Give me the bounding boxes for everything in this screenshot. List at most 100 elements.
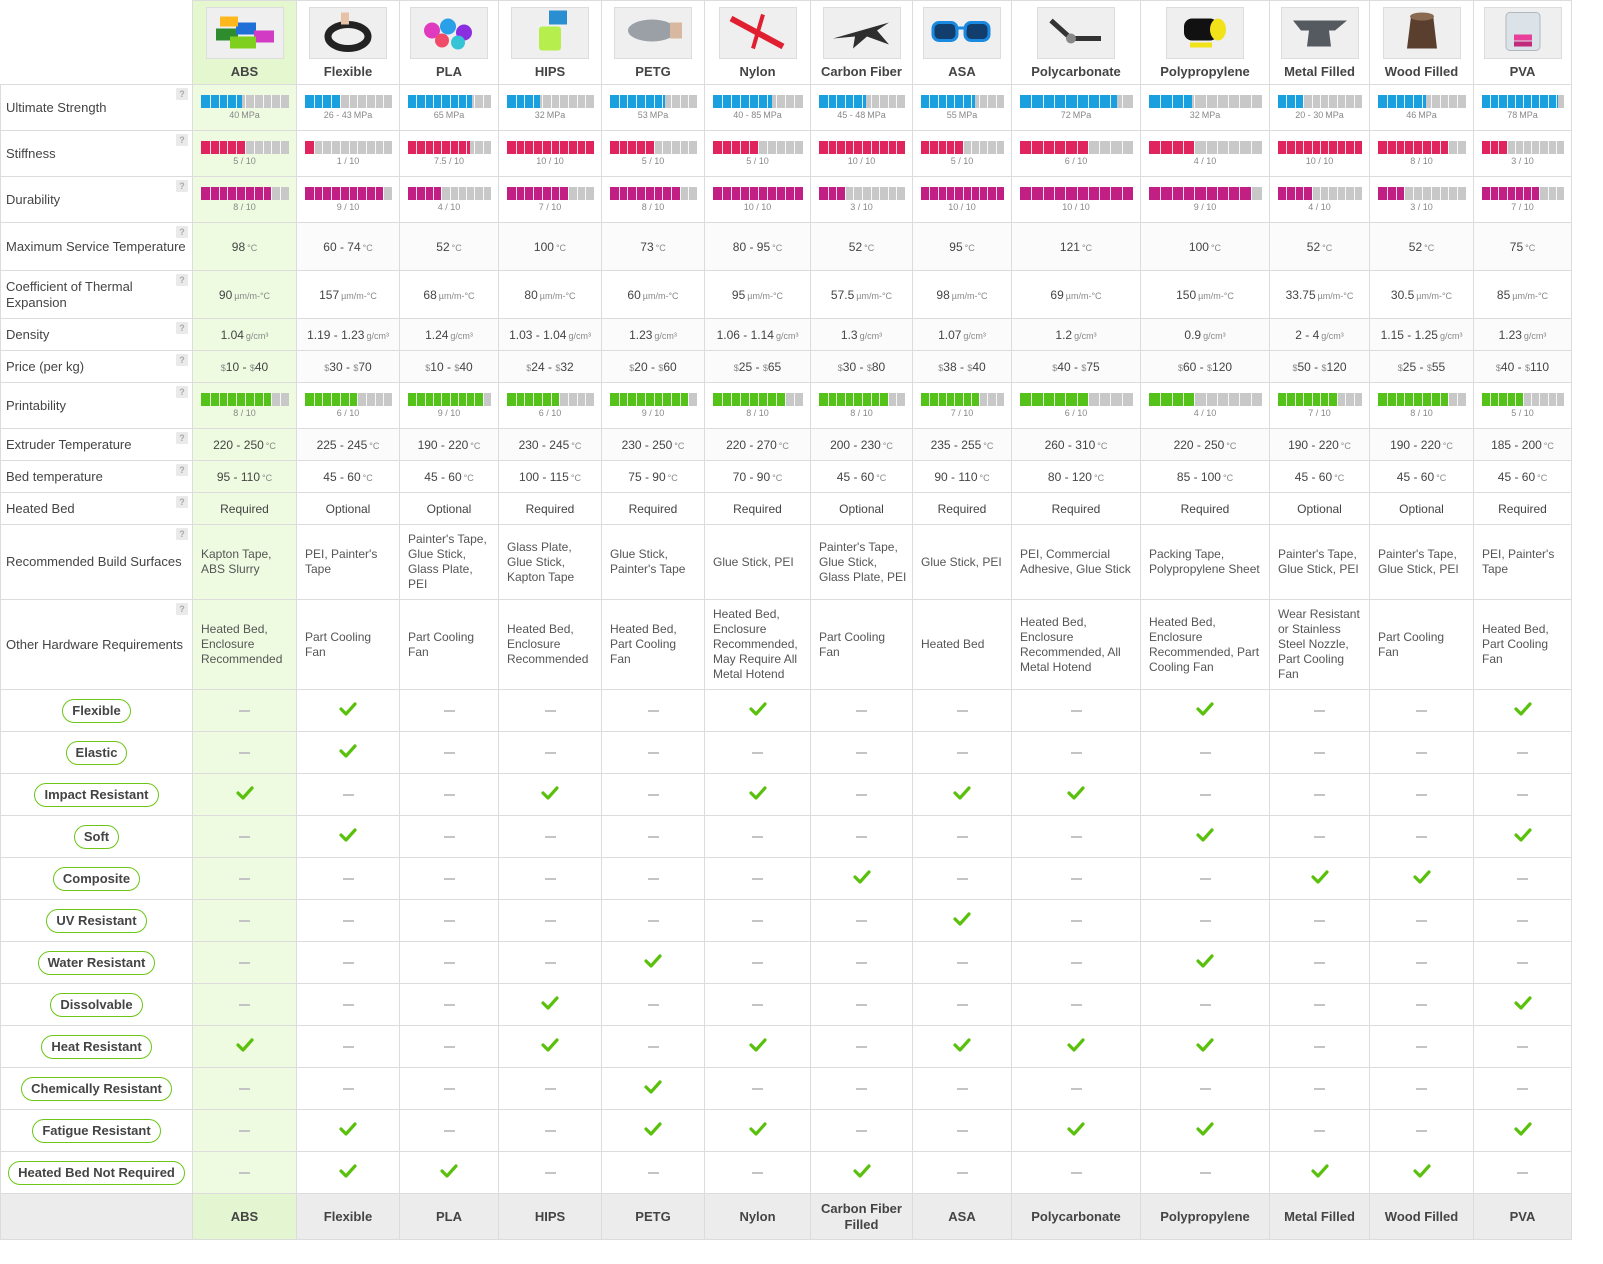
row-label-recommended-build-surfaces: Recommended Build Surfaces?: [0, 524, 193, 600]
help-icon[interactable]: ?: [176, 528, 188, 540]
help-icon[interactable]: ?: [176, 88, 188, 100]
material-header-polycarbonate[interactable]: Polycarbonate: [1011, 0, 1141, 85]
material-name[interactable]: PLA: [436, 64, 462, 79]
text-cell: PEI, Painter's Tape: [1473, 524, 1572, 600]
material-header-pla[interactable]: PLA: [399, 0, 499, 85]
feature-cell: [1369, 1151, 1474, 1194]
anvil-icon[interactable]: [1280, 7, 1359, 59]
footer-material-metal-filled[interactable]: Metal Filled: [1269, 1193, 1370, 1240]
feature-filter-uv-resistant[interactable]: UV Resistant: [46, 908, 147, 933]
material-name[interactable]: Metal Filled: [1284, 64, 1355, 79]
footer-material-name[interactable]: Wood Filled: [1384, 1208, 1459, 1224]
help-icon[interactable]: ?: [176, 322, 188, 334]
footer-material-name[interactable]: Polycarbonate: [1031, 1208, 1121, 1224]
footer-material-name[interactable]: PETG: [635, 1208, 671, 1224]
material-header-carbon-fiber-filled[interactable]: Carbon Fiber Filled: [810, 0, 913, 85]
feature-filter-dissolvable[interactable]: Dissolvable: [50, 992, 143, 1017]
feature-filter-fatigue-resistant[interactable]: Fatigue Resistant: [32, 1118, 161, 1143]
feature-filter-heat-resistant[interactable]: Heat Resistant: [41, 1034, 152, 1059]
help-icon[interactable]: ?: [176, 180, 188, 192]
material-header-polypropylene[interactable]: Polypropylene: [1140, 0, 1270, 85]
pp-container-icon[interactable]: [1166, 7, 1244, 59]
help-icon[interactable]: ?: [176, 603, 188, 615]
material-name[interactable]: Wood Filled: [1384, 64, 1459, 79]
footer-material-hips[interactable]: HIPS: [498, 1193, 602, 1240]
material-name[interactable]: ABS: [230, 64, 259, 79]
footer-material-pla[interactable]: PLA: [399, 1193, 499, 1240]
footer-material-name[interactable]: Polypropylene: [1160, 1208, 1250, 1224]
jet-plane-icon[interactable]: [822, 7, 901, 59]
checkmark-icon: [1310, 1164, 1329, 1178]
feature-filter-water-resistant[interactable]: Water Resistant: [37, 950, 156, 975]
footer-material-wood-filled[interactable]: Wood Filled: [1369, 1193, 1474, 1240]
material-name[interactable]: Polycarbonate: [1031, 64, 1121, 79]
footer-material-petg[interactable]: PETG: [601, 1193, 705, 1240]
material-name[interactable]: HIPS: [534, 64, 566, 79]
dash-icon: [239, 1172, 250, 1175]
tree-stump-icon[interactable]: [1382, 7, 1461, 59]
material-header-hips[interactable]: HIPS: [498, 0, 602, 85]
flexible-ring-icon[interactable]: [309, 7, 387, 59]
footer-material-asa[interactable]: ASA: [912, 1193, 1012, 1240]
sunglasses-icon[interactable]: [923, 7, 1001, 59]
bar-divider: [253, 393, 255, 406]
bar-divider: [541, 95, 543, 108]
help-icon[interactable]: ?: [176, 274, 188, 286]
material-name[interactable]: Nylon: [739, 64, 776, 79]
footer-material-flexible[interactable]: Flexible: [296, 1193, 400, 1240]
material-name[interactable]: ASA: [948, 64, 976, 79]
material-header-flexible[interactable]: Flexible: [296, 0, 400, 85]
petg-bottle-icon[interactable]: [614, 7, 692, 59]
material-name[interactable]: Flexible: [323, 64, 373, 79]
help-icon[interactable]: ?: [176, 354, 188, 366]
footer-material-name[interactable]: ABS: [230, 1208, 259, 1224]
material-header-metal-filled[interactable]: Metal Filled: [1269, 0, 1370, 85]
material-header-nylon[interactable]: Nylon: [704, 0, 811, 85]
material-name[interactable]: PETG: [635, 64, 671, 79]
footer-material-nylon[interactable]: Nylon: [704, 1193, 811, 1240]
footer-material-name[interactable]: PLA: [436, 1208, 462, 1224]
material-name[interactable]: Carbon Fiber Filled: [821, 64, 902, 79]
footer-material-carbon-fiber-filled[interactable]: Carbon Fiber Filled: [810, 1193, 913, 1240]
footer-material-abs[interactable]: ABS: [192, 1193, 297, 1240]
footer-material-name[interactable]: Flexible: [323, 1208, 373, 1224]
footer-material-pva[interactable]: PVA: [1473, 1193, 1572, 1240]
material-header-asa[interactable]: ASA: [912, 0, 1012, 85]
footer-material-name[interactable]: Metal Filled: [1284, 1208, 1355, 1224]
help-icon[interactable]: ?: [176, 464, 188, 476]
bar-divider: [1403, 141, 1405, 154]
material-name[interactable]: PVA: [1509, 64, 1536, 79]
footer-material-name[interactable]: PVA: [1509, 1208, 1536, 1224]
help-icon[interactable]: ?: [176, 386, 188, 398]
feature-filter-elastic[interactable]: Elastic: [65, 740, 128, 765]
material-header-pva[interactable]: PVA: [1473, 0, 1572, 85]
material-name[interactable]: Polypropylene: [1160, 64, 1250, 79]
footer-material-polycarbonate[interactable]: Polycarbonate: [1011, 1193, 1141, 1240]
help-icon[interactable]: ?: [176, 432, 188, 444]
feature-filter-flexible[interactable]: Flexible: [62, 698, 131, 723]
feature-cell: [1140, 1109, 1270, 1152]
material-header-petg[interactable]: PETG: [601, 0, 705, 85]
feature-filter-composite[interactable]: Composite: [52, 866, 141, 891]
pla-figurines-icon[interactable]: [410, 7, 488, 59]
footer-material-name[interactable]: ASA: [948, 1208, 976, 1224]
footer-material-name[interactable]: HIPS: [534, 1208, 566, 1224]
help-icon[interactable]: ?: [176, 496, 188, 508]
material-header-abs[interactable]: ABS: [192, 0, 297, 85]
clamp-icon[interactable]: [1037, 7, 1115, 59]
feature-filter-chemically-resistant[interactable]: Chemically Resistant: [21, 1076, 172, 1101]
material-header-wood-filled[interactable]: Wood Filled: [1369, 0, 1474, 85]
help-icon[interactable]: ?: [176, 134, 188, 146]
feature-filter-heated-bed-not-required[interactable]: Heated Bed Not Required: [8, 1160, 185, 1185]
help-icon[interactable]: ?: [176, 226, 188, 238]
pva-dissolve-icon[interactable]: [1483, 7, 1562, 59]
feature-filter-soft[interactable]: Soft: [73, 824, 120, 849]
feature-filter-impact-resistant[interactable]: Impact Resistant: [34, 782, 159, 807]
footer-material-name[interactable]: Carbon Fiber Filled: [821, 1200, 902, 1232]
value-text: 1.2: [1055, 327, 1073, 342]
footer-material-name[interactable]: Nylon: [739, 1208, 776, 1224]
footer-material-polypropylene[interactable]: Polypropylene: [1140, 1193, 1270, 1240]
nylon-strap-icon[interactable]: [718, 7, 797, 59]
hips-dissolving-icon[interactable]: [511, 7, 589, 59]
lego-bricks-icon[interactable]: [205, 7, 284, 59]
